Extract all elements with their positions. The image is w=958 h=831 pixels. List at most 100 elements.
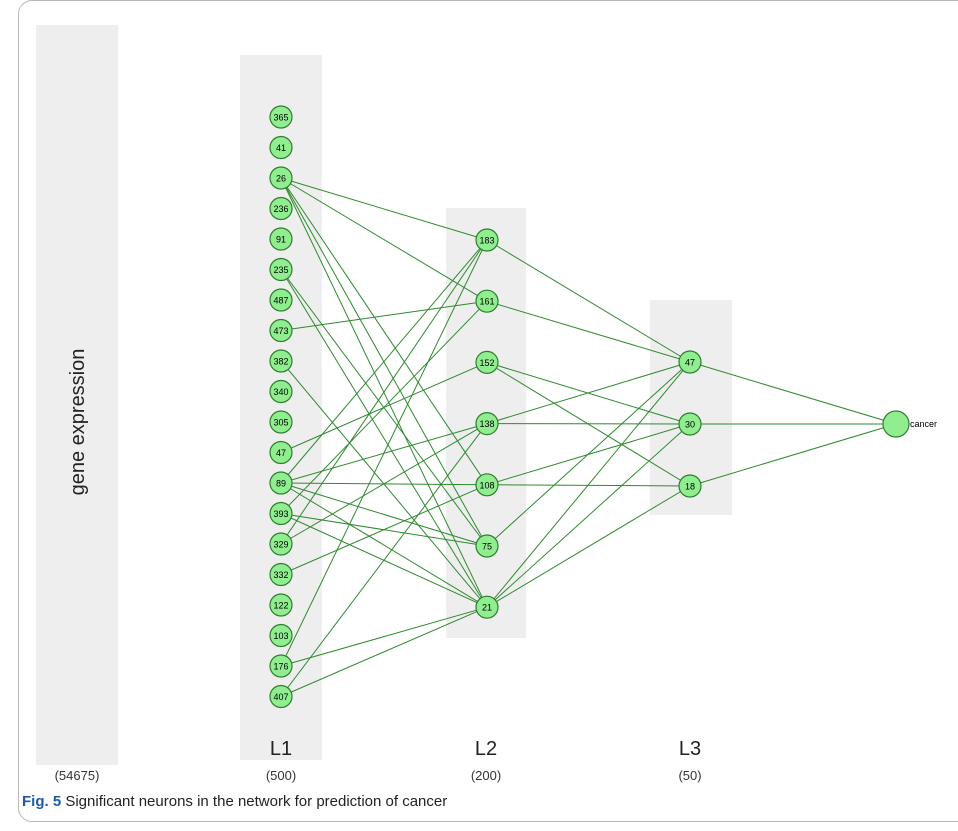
neuron-l2-138: 138: [475, 412, 499, 436]
neuron-l3-30: 30: [678, 412, 702, 436]
neuron-l3-18: 18: [678, 474, 702, 498]
neuron-l1-305: 305: [269, 410, 293, 434]
neuron-circle: [475, 412, 499, 436]
neuron-l2-161: 161: [475, 289, 499, 313]
neuron-circle: [269, 105, 293, 129]
edge-l1-332-l2-108: [280, 484, 488, 575]
neuron-l1-393: 393: [269, 501, 293, 526]
neuron-l1-473: 473: [269, 318, 293, 343]
neuron-l1-47: 47: [269, 440, 293, 465]
edge-l1-89-l2-183: [280, 239, 488, 484]
neuron-circle: [475, 350, 499, 374]
edge-group: [280, 177, 897, 697]
neuron-label: 407: [273, 692, 288, 702]
neuron-circle: [269, 410, 293, 434]
neuron-l2-21: 21: [475, 595, 499, 619]
neuron-circle: [475, 228, 499, 252]
output-circle: [882, 410, 910, 438]
neuron-circle: [269, 684, 293, 709]
neuron-l1-407: 407: [269, 684, 293, 709]
neuron-label: 91: [276, 235, 286, 245]
neuron-label: 41: [276, 143, 286, 153]
edge-l1-393-l2-161: [280, 300, 488, 514]
neuron-l1-236: 236: [269, 196, 293, 221]
edge-l1-329-l2-183: [280, 239, 488, 545]
neuron-label: 236: [273, 204, 288, 214]
edge-l2-183-l3-47: [486, 239, 691, 363]
neuron-label: 47: [685, 358, 695, 368]
edge-l2-21-l3-30: [486, 423, 691, 608]
edge-l2-108-l3-18: [486, 484, 691, 487]
neuron-circle: [269, 532, 293, 556]
neuron-circle: [678, 350, 702, 374]
neuron-l1-382: 382: [269, 349, 293, 373]
input-layer-size: (54675): [55, 768, 100, 783]
input-band: [36, 25, 118, 765]
neuron-label: 103: [273, 631, 288, 641]
figure-number: Fig. 5: [22, 793, 62, 810]
neuron-circle: [475, 595, 499, 619]
neuron-l1-487: 487: [269, 288, 293, 312]
neuron-circle: [678, 412, 702, 436]
neuron-label: 122: [273, 601, 288, 611]
neuron-circle: [269, 227, 293, 251]
neuron-label: 487: [273, 296, 288, 306]
neuron-l1-329: 329: [269, 532, 293, 556]
neuron-l1-340: 340: [269, 379, 293, 404]
layer-size-l1: (500): [266, 768, 296, 783]
edge-l2-21-l3-18: [486, 485, 691, 608]
network-diagram: 365 41 26 236 91 235 487 473 382 340 305 47 89 393 329…: [36, 25, 937, 783]
neuron-circle: [269, 318, 293, 343]
neuron-label: 329: [273, 540, 288, 550]
input-layer-label: gene expression: [67, 349, 89, 496]
layer-title-l1: L1: [270, 738, 292, 760]
neuron-l2-75: 75: [475, 534, 499, 558]
neuron-label: 176: [273, 662, 288, 672]
neuron-l1-176: 176: [269, 654, 293, 678]
neuron-circle: [475, 289, 499, 313]
neuron-label: 75: [482, 542, 492, 552]
neuron-circle: [269, 349, 293, 373]
neuron-label: 305: [273, 418, 288, 428]
neuron-label: 161: [479, 297, 494, 307]
neuron-label: 393: [273, 509, 288, 519]
edge-l2-75-l3-47: [486, 361, 691, 547]
neuron-circle: [269, 196, 293, 221]
neuron-l2-152: 152: [475, 350, 499, 374]
neuron-label: 89: [276, 479, 286, 489]
figure-frame: [18, 0, 958, 822]
edge-l2-21-l3-47: [486, 361, 691, 608]
edge-l3-47-output: [689, 361, 897, 425]
neuron-l3-47: 47: [678, 350, 702, 374]
neuron-label: 340: [273, 387, 288, 397]
neuron-l1-103: 103: [269, 623, 293, 648]
neuron-circle: [269, 166, 293, 190]
figure-caption-text: Significant neurons in the network for p…: [65, 793, 448, 810]
edge-l2-161-l3-47: [486, 300, 691, 363]
node-group: 365 41 26 236 91 235 487 473 382 340 305 47 89 393 329…: [269, 105, 937, 709]
neuron-l1-91: 91: [269, 227, 293, 251]
neuron-circle: [475, 473, 499, 497]
neuron-l1-26: 26: [269, 166, 293, 190]
layer-size-l2: (200): [471, 768, 501, 783]
neuron-circle: [269, 440, 293, 465]
edge-l2-138-l3-47: [486, 361, 691, 425]
neuron-l1-41: 41: [269, 135, 293, 160]
edge-l1-176-l2-183: [280, 239, 488, 667]
neuron-label: 382: [273, 357, 288, 367]
neuron-circle: [269, 257, 293, 282]
neuron-circle: [269, 562, 293, 587]
edge-l1-407-l2-21: [280, 606, 488, 697]
neuron-circle: [269, 654, 293, 678]
neuron-label: 26: [276, 174, 286, 184]
layer-title-l3: L3: [679, 738, 701, 760]
neuron-label: 138: [479, 419, 494, 429]
layer-title-l2: L2: [475, 738, 497, 760]
neuron-circle: [678, 474, 702, 498]
neuron-label: 152: [479, 358, 494, 368]
neuron-label: 18: [685, 482, 695, 492]
edge-l1-473-l2-161: [280, 300, 488, 331]
figure-caption: Fig. 5 Significant neurons in the networ…: [22, 793, 447, 810]
neuron-circle: [269, 135, 293, 160]
neuron-l1-122: 122: [269, 593, 293, 617]
